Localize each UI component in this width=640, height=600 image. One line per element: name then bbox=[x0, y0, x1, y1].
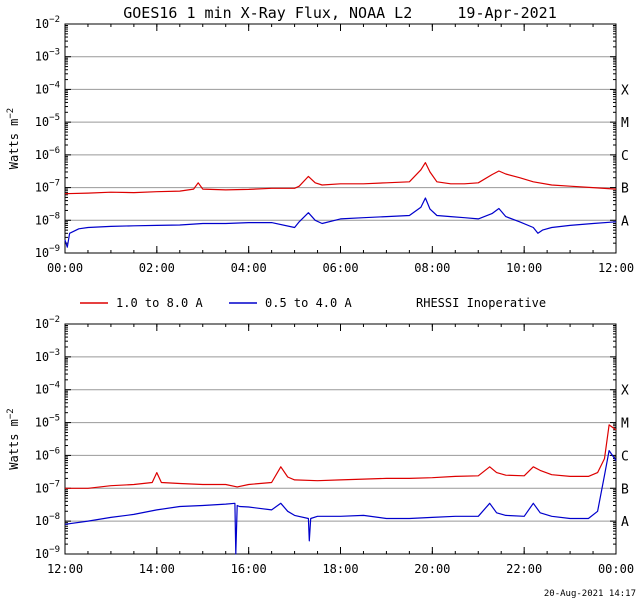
x-tick-label: 16:00 bbox=[231, 562, 267, 576]
x-tick-label: 22:00 bbox=[506, 562, 542, 576]
flare-class-label: X bbox=[621, 384, 629, 399]
flare-class-label: M bbox=[621, 116, 629, 131]
x-tick-label: 04:00 bbox=[231, 261, 267, 275]
y-tick-label: 10−5 bbox=[35, 414, 60, 430]
flare-class-label: C bbox=[621, 449, 629, 464]
x-tick-label: 18:00 bbox=[322, 562, 358, 576]
x-tick-label: 06:00 bbox=[322, 261, 358, 275]
y-tick-label: 10−6 bbox=[35, 146, 60, 162]
legend-label-short: 0.5 to 4.0 A bbox=[265, 296, 352, 310]
y-tick-label: 10−9 bbox=[35, 545, 60, 561]
x-tick-label: 12:00 bbox=[47, 562, 83, 576]
y-tick-label: 10−3 bbox=[35, 48, 60, 64]
legend-note: RHESSI Inoperative bbox=[416, 296, 546, 310]
plot-frame bbox=[64, 323, 617, 555]
legend: 1.0 to 8.0 A 0.5 to 4.0 A RHESSI Inopera… bbox=[80, 296, 546, 310]
lower-panel: 10−9 10−8 10−7 10−6 10−5 10−4 10−3 10−2 Watts m−… bbox=[6, 315, 634, 576]
y-axis-title: Watts m−2 bbox=[6, 408, 21, 469]
flare-class-label: B bbox=[621, 182, 629, 197]
y-tick-label: 10−9 bbox=[35, 244, 60, 260]
flare-class-label: B bbox=[621, 482, 629, 497]
y-tick-label: 10−5 bbox=[35, 113, 60, 129]
x-tick-label: 00:00 bbox=[598, 562, 634, 576]
series-line-long bbox=[64, 162, 617, 195]
x-tick-label: 00:00 bbox=[47, 261, 83, 275]
flare-class-label: A bbox=[621, 214, 629, 229]
legend-label-long: 1.0 to 8.0 A bbox=[116, 296, 203, 310]
x-tick-label: 10:00 bbox=[506, 261, 542, 275]
y-tick-label: 10−2 bbox=[35, 315, 60, 331]
flare-class-label: X bbox=[621, 83, 629, 98]
upper-panel: 10−9 10−8 10−7 10−6 10−5 10−4 10−3 10−2 Watts m−… bbox=[6, 15, 634, 275]
series-line-short bbox=[64, 450, 617, 555]
x-tick-label: 02:00 bbox=[139, 261, 175, 275]
flare-class-label: C bbox=[621, 149, 629, 164]
x-tick-label: 12:00 bbox=[598, 261, 634, 275]
series-line-short bbox=[64, 197, 617, 248]
x-tick-label: 20:00 bbox=[414, 562, 450, 576]
y-tick-label: 10−8 bbox=[35, 211, 60, 227]
x-tick-label: 08:00 bbox=[414, 261, 450, 275]
flare-class-label: A bbox=[621, 515, 629, 530]
y-tick-label: 10−2 bbox=[35, 15, 60, 31]
y-tick-label: 10−7 bbox=[35, 479, 60, 495]
y-axis-title: Watts m−2 bbox=[6, 108, 21, 169]
y-tick-label: 10−4 bbox=[35, 381, 60, 397]
series-line-long bbox=[65, 424, 617, 489]
y-tick-label: 10−7 bbox=[35, 179, 60, 195]
y-tick-label: 10−8 bbox=[35, 512, 60, 528]
y-tick-label: 10−3 bbox=[35, 348, 60, 364]
flare-class-label: M bbox=[621, 417, 629, 432]
figure-title: GOES16 1 min X-Ray Flux, NOAA L2 19-Apr-… bbox=[123, 4, 556, 22]
footer-timestamp: 20-Aug-2021 14:17 bbox=[544, 589, 636, 599]
y-tick-label: 10−4 bbox=[35, 80, 60, 96]
y-tick-label: 10−6 bbox=[35, 446, 60, 462]
x-tick-label: 14:00 bbox=[139, 562, 175, 576]
